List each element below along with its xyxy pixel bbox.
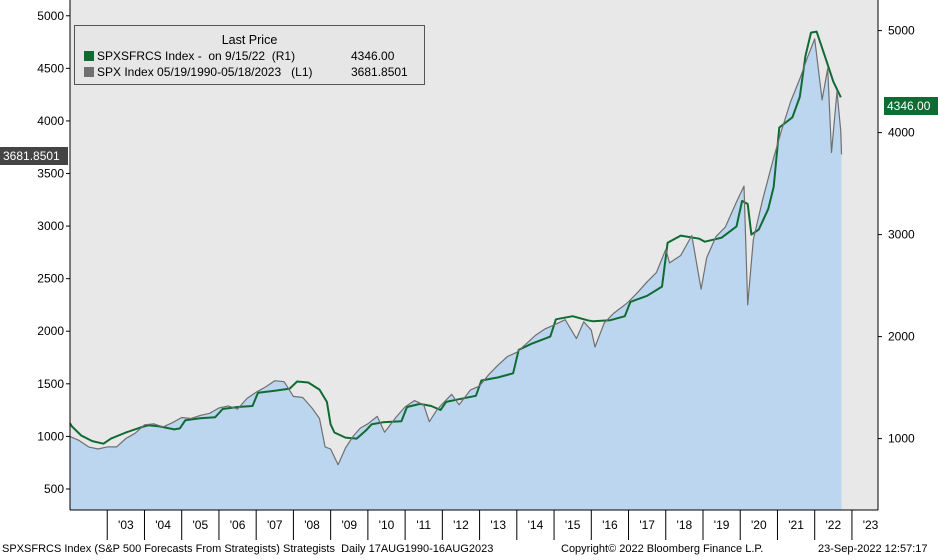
x-tick-label: '06 bbox=[230, 518, 246, 532]
left-tick-label: 1500 bbox=[37, 377, 64, 391]
x-tick-label: '21 bbox=[788, 518, 804, 532]
left-tick-label: 1000 bbox=[37, 429, 64, 443]
spx-series-line bbox=[69, 38, 843, 466]
right-tick-label: 1000 bbox=[888, 432, 915, 446]
forecast-swatch bbox=[84, 51, 94, 61]
x-tick-label: '20 bbox=[751, 518, 767, 532]
x-tick-label: '13 bbox=[490, 518, 506, 532]
x-tick-label: '16 bbox=[602, 518, 618, 532]
x-tick-label: '12 bbox=[453, 518, 469, 532]
footer-timestamp: 23-Sep-2022 12:57:17 bbox=[818, 543, 928, 555]
series-lines-layer bbox=[69, 30, 843, 466]
left-last-price-tag: 3681.8501 bbox=[0, 147, 68, 165]
legend-row-forecast: SPXSFRCS Index - on 9/15/22 (R1) 4346.00 bbox=[84, 49, 424, 63]
legend-title: Last Price bbox=[221, 33, 278, 47]
x-tick-label: '05 bbox=[193, 518, 209, 532]
spx-swatch bbox=[84, 67, 94, 77]
x-tick-label: '09 bbox=[341, 518, 357, 532]
x-tick-label: '18 bbox=[677, 518, 693, 532]
left-tick-label: 2000 bbox=[37, 324, 64, 338]
footer-description: SPXSFRCS Index (S&P 500 Forecasts From S… bbox=[2, 543, 494, 555]
right-tick-label: 4000 bbox=[888, 126, 915, 140]
left-tick-label: 500 bbox=[44, 482, 64, 496]
legend-box: Last Price SPXSFRCS Index - on 9/15/22 (… bbox=[74, 25, 425, 85]
left-tick-label: 3000 bbox=[37, 219, 64, 233]
x-tick-label: '07 bbox=[267, 518, 283, 532]
x-tick-label: '23 bbox=[863, 518, 879, 532]
left-tick-label: 3500 bbox=[37, 167, 64, 181]
x-tick-label: '22 bbox=[825, 518, 841, 532]
legend-row-spx: SPX Index 05/19/1990-05/18/2023 (L1) 368… bbox=[84, 65, 424, 79]
x-tick-label: '08 bbox=[304, 518, 320, 532]
x-tick-label: '14 bbox=[528, 518, 544, 532]
footer-copyright: Copyright© 2022 Bloomberg Finance L.P. bbox=[561, 543, 764, 555]
right-tick-label: 5000 bbox=[888, 24, 915, 38]
left-tick-label: 4500 bbox=[37, 61, 64, 75]
forecast-series-line bbox=[69, 30, 842, 445]
right-axis-ticks: 1000 2000 3000 4000 5000 bbox=[878, 24, 915, 446]
right-tick-label: 2000 bbox=[888, 330, 915, 344]
left-tick-label: 5000 bbox=[37, 9, 64, 23]
left-tick-label: 2500 bbox=[37, 272, 64, 286]
x-tick-label: '15 bbox=[565, 518, 581, 532]
x-tick-label: '10 bbox=[379, 518, 395, 532]
x-tick-label: '19 bbox=[714, 518, 730, 532]
legend-label-spx: SPX Index 05/19/1990-05/18/2023 (L1) bbox=[97, 65, 313, 79]
right-last-price-tag: 4346.00 bbox=[884, 97, 938, 115]
right-tick-label: 3000 bbox=[888, 228, 915, 242]
x-axis-ticks: '03 '04 '05 '06 '07 '08 '09 '10 '11 '12 '13 '14 '15 '… bbox=[106, 510, 879, 540]
x-tick-label: '04 bbox=[155, 518, 171, 532]
left-axis-ticks: 500 1000 1500 2000 2500 3000 3500 4000 4500 5000 bbox=[37, 9, 70, 496]
x-tick-label: '11 bbox=[416, 518, 431, 532]
x-tick-label: '03 bbox=[118, 518, 134, 532]
legend-label-forecast: SPXSFRCS Index - on 9/15/22 (R1) bbox=[97, 49, 296, 63]
legend-value-spx: 3681.8501 bbox=[351, 65, 408, 79]
x-tick-label: '17 bbox=[639, 518, 655, 532]
legend-value-forecast: 4346.00 bbox=[351, 49, 395, 63]
left-tick-label: 4000 bbox=[37, 114, 64, 128]
